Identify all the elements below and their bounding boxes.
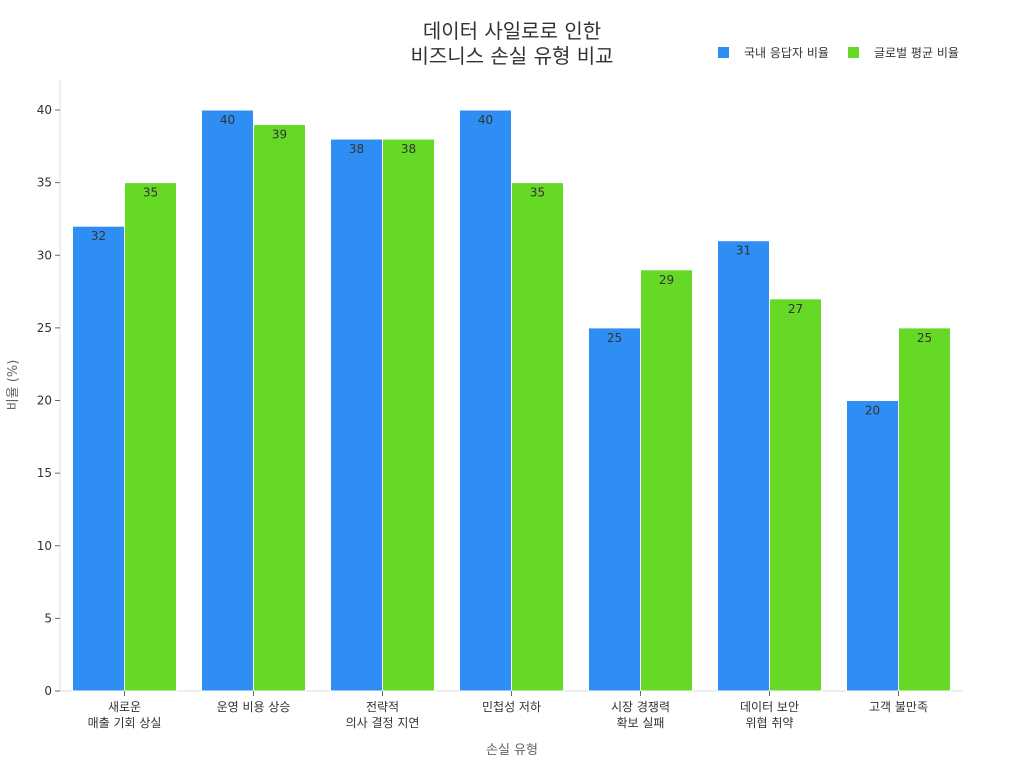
y-tick-label: 40 xyxy=(37,103,52,117)
y-tick-label: 15 xyxy=(37,466,52,480)
data-label: 31 xyxy=(736,244,751,258)
x-tick-label: 전략적 xyxy=(366,700,399,714)
x-tick-label: 고객 불만족 xyxy=(869,700,928,714)
data-label: 35 xyxy=(530,186,545,200)
bar xyxy=(640,269,693,692)
legend-swatch xyxy=(848,47,859,58)
x-tick-label: 확보 실패 xyxy=(617,716,665,730)
data-label: 25 xyxy=(607,331,622,345)
bar xyxy=(124,182,177,692)
y-tick-label: 5 xyxy=(44,611,52,625)
chart-title: 데이터 사일로로 인한 xyxy=(423,19,601,43)
bar xyxy=(588,327,641,692)
y-tick-label: 0 xyxy=(44,684,52,698)
bar xyxy=(253,124,306,692)
chart-title: 비즈니스 손실 유형 비교 xyxy=(410,44,613,68)
x-axis-label: 손실 유형 xyxy=(486,743,538,758)
data-label: 35 xyxy=(143,186,158,200)
data-label: 27 xyxy=(788,302,803,316)
data-label: 40 xyxy=(478,113,493,127)
data-label: 20 xyxy=(865,404,880,418)
y-axis-label: 비율 (%) xyxy=(6,360,21,411)
y-tick-label: 10 xyxy=(37,539,52,553)
legend-swatch xyxy=(718,47,729,58)
x-tick-label: 데이터 보안 xyxy=(740,700,799,714)
x-tick-label: 새로운 xyxy=(108,700,141,714)
x-tick-label: 운영 비용 상승 xyxy=(217,700,291,714)
data-label: 32 xyxy=(91,229,106,243)
y-tick-label: 20 xyxy=(37,394,52,408)
x-tick-label: 시장 경쟁력 xyxy=(611,700,670,714)
data-label: 38 xyxy=(349,142,364,156)
x-tick-label: 매출 기회 상실 xyxy=(88,716,162,730)
bar xyxy=(201,109,254,692)
data-label: 40 xyxy=(220,113,235,127)
bar xyxy=(72,225,125,692)
y-tick-label: 25 xyxy=(37,321,52,335)
bar xyxy=(459,109,512,692)
x-tick-label: 위협 취약 xyxy=(746,715,794,730)
bar xyxy=(898,327,951,692)
bar xyxy=(330,138,383,692)
bar xyxy=(511,182,564,692)
data-label: 25 xyxy=(917,331,932,345)
bar xyxy=(382,138,435,692)
data-label: 38 xyxy=(401,142,416,156)
y-tick-label: 30 xyxy=(37,248,52,262)
y-tick-label: 35 xyxy=(37,176,52,190)
bar xyxy=(769,298,822,692)
legend-label: 글로벌 평균 비율 xyxy=(874,46,959,60)
bar xyxy=(846,400,899,692)
x-tick-label: 의사 결정 지연 xyxy=(346,716,420,730)
x-tick-label: 민첩성 저하 xyxy=(482,700,541,714)
bar xyxy=(717,240,770,692)
data-label: 39 xyxy=(272,128,287,142)
legend-label: 국내 응답자 비율 xyxy=(744,46,829,60)
data-label: 29 xyxy=(659,273,674,287)
